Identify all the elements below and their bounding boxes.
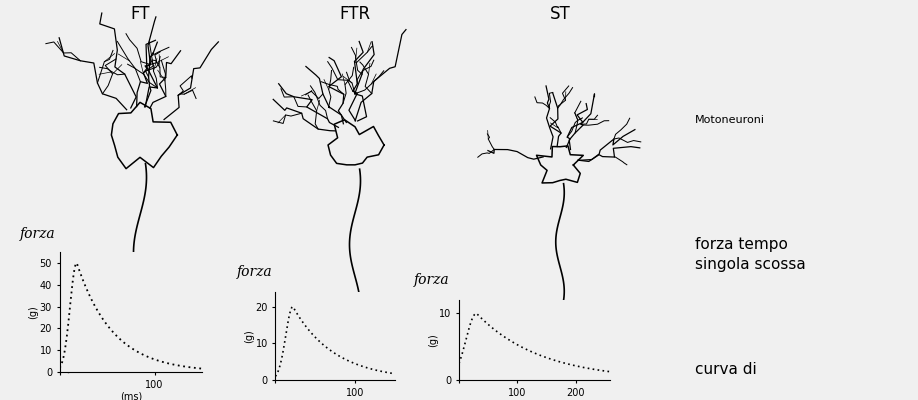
Text: curva di: curva di [695,362,756,378]
X-axis label: (ms): (ms) [119,391,142,400]
Y-axis label: (g): (g) [244,329,254,343]
Text: 100 %: 100 % [60,357,95,367]
Text: forza: forza [237,265,273,279]
Text: 100%-: 100%- [275,357,310,367]
X-axis label: (ms): (ms) [523,399,546,400]
Text: Motoneuroni: Motoneuroni [695,115,765,125]
Y-axis label: (g): (g) [28,305,39,319]
Y-axis label: (g): (g) [428,333,438,347]
Text: forza: forza [20,226,55,240]
X-axis label: (ms): (ms) [324,399,346,400]
Text: FTR: FTR [340,5,371,23]
Text: FT: FT [130,5,150,23]
Text: 100%-: 100%- [480,357,516,367]
Text: forza: forza [413,273,449,287]
Text: singola scossa: singola scossa [695,258,806,272]
Text: ST: ST [550,5,570,23]
Text: forza tempo: forza tempo [695,238,788,252]
